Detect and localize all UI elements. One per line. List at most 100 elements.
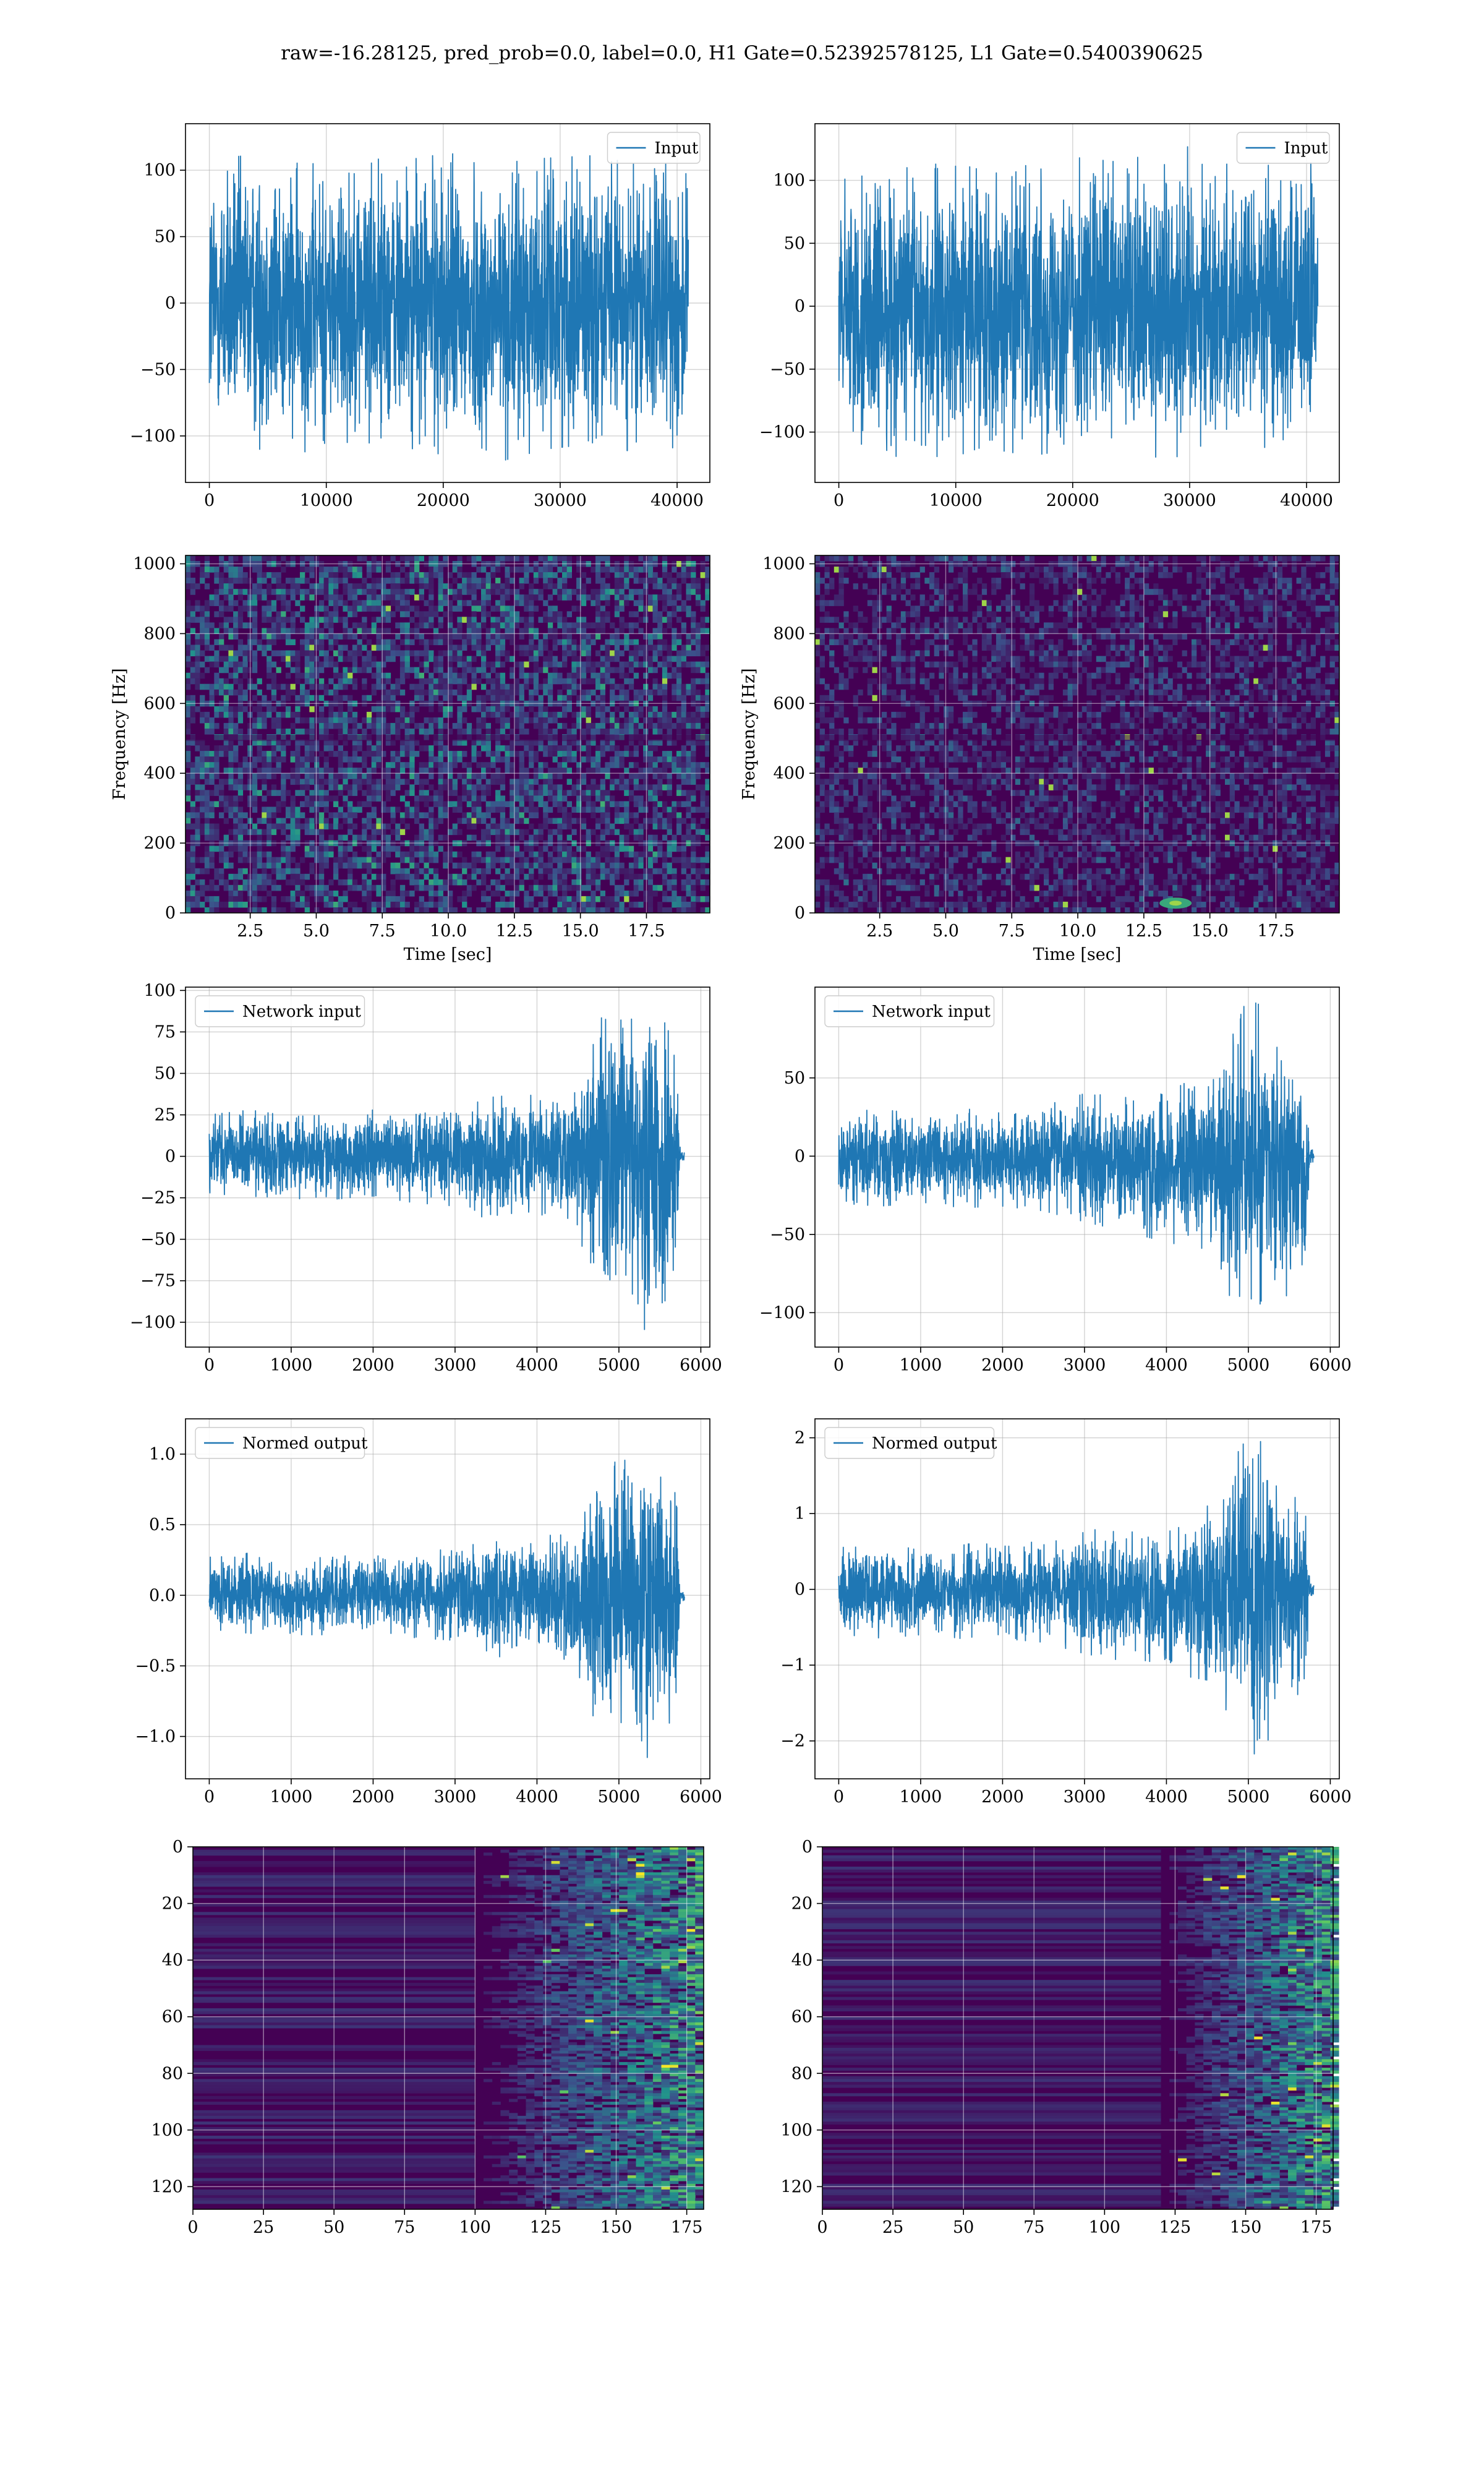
heatmap-cell xyxy=(662,567,668,573)
heatmap-cell xyxy=(419,884,424,891)
heatmap-cell xyxy=(295,840,301,847)
heatmap-cell xyxy=(448,801,453,807)
heatmap-cell xyxy=(533,672,539,679)
heatmap-cell xyxy=(385,578,391,584)
heatmap-cell xyxy=(624,801,629,807)
heatmap-cell xyxy=(300,857,305,863)
heatmap-cell xyxy=(228,768,234,774)
heatmap-cell xyxy=(991,567,997,573)
heatmap-cell xyxy=(566,706,572,713)
heatmap-cell xyxy=(219,879,224,886)
heatmap-cell xyxy=(586,857,591,863)
heatmap-cell xyxy=(657,644,663,651)
heatmap-cell xyxy=(705,689,710,696)
heatmap-cell xyxy=(929,578,935,584)
heatmap-cell xyxy=(500,555,506,562)
heatmap-cell xyxy=(643,683,649,690)
heatmap-cell xyxy=(495,656,501,662)
heatmap-cell xyxy=(304,672,310,679)
heatmap-cell xyxy=(252,840,258,847)
heatmap-cell xyxy=(576,884,582,891)
heatmap-cell xyxy=(247,594,253,601)
heatmap-cell xyxy=(466,589,472,595)
heatmap-cell xyxy=(533,862,539,869)
heatmap-cell xyxy=(500,840,506,847)
heatmap-cell xyxy=(662,907,668,914)
heatmap-cell xyxy=(343,756,348,763)
heatmap-cell xyxy=(219,606,224,612)
heatmap-cell xyxy=(643,633,649,640)
heatmap-cell xyxy=(362,834,367,841)
heatmap-cell xyxy=(466,762,472,768)
heatmap-cell xyxy=(385,722,391,729)
heatmap-cell xyxy=(366,656,372,662)
heatmap-cell xyxy=(376,628,382,634)
heatmap-cell xyxy=(190,589,195,595)
heatmap-cell xyxy=(495,683,501,690)
heatmap-cell xyxy=(429,851,434,858)
heatmap-cell xyxy=(1067,567,1073,573)
heatmap-cell xyxy=(399,656,406,662)
heatmap-cell xyxy=(533,751,539,757)
heatmap-cell xyxy=(352,907,358,914)
heatmap-cell xyxy=(448,829,453,836)
heatmap-cell xyxy=(252,606,258,612)
heatmap-cell xyxy=(276,756,281,763)
heatmap-cell xyxy=(657,756,663,763)
heatmap-cell xyxy=(652,857,658,863)
heatmap-cell xyxy=(223,617,229,623)
heatmap-cell xyxy=(547,784,553,790)
heatmap-cell xyxy=(1329,561,1335,567)
heatmap-cell xyxy=(619,812,625,818)
heatmap-cell xyxy=(471,818,477,824)
heatmap-cell xyxy=(686,644,691,651)
heatmap-cell xyxy=(600,622,605,628)
heatmap-cell xyxy=(647,751,654,757)
heatmap-cell xyxy=(314,667,320,674)
heatmap-cell xyxy=(314,784,320,790)
heatmap-cell xyxy=(357,862,362,869)
heatmap-cell xyxy=(562,868,568,875)
heatmap-cell xyxy=(228,561,234,567)
heatmap-cell xyxy=(271,907,277,914)
heatmap-cell xyxy=(533,890,539,897)
heatmap-cell xyxy=(490,829,496,836)
heatmap-cell xyxy=(362,633,367,640)
heatmap-cell xyxy=(404,711,410,718)
heatmap-cell xyxy=(424,617,429,623)
heatmap-cell xyxy=(343,795,348,802)
heatmap-cell xyxy=(257,589,262,595)
heatmap-cell xyxy=(252,611,258,617)
heatmap-cell xyxy=(429,812,434,818)
heatmap-cell xyxy=(571,857,577,863)
heatmap-cell xyxy=(448,845,453,852)
heatmap-cell xyxy=(547,555,553,562)
heatmap-cell xyxy=(886,572,892,578)
heatmap-cell xyxy=(500,606,506,612)
heatmap-cell xyxy=(610,862,615,869)
heatmap-cell xyxy=(328,851,334,858)
heatmap-cell xyxy=(471,857,477,863)
heatmap-cell xyxy=(462,790,467,796)
heatmap-cell xyxy=(657,611,663,617)
heatmap-cell xyxy=(186,572,191,578)
heatmap-cell xyxy=(681,656,686,662)
heatmap-cell xyxy=(466,622,472,628)
heatmap-cell xyxy=(309,790,315,796)
heatmap-cell xyxy=(262,695,267,701)
heatmap-cell xyxy=(295,834,301,841)
heatmap-cell xyxy=(443,896,448,902)
heatmap-cell xyxy=(366,907,372,914)
heatmap-cell xyxy=(505,611,510,617)
heatmap-cell xyxy=(543,812,548,818)
heatmap-cell xyxy=(190,812,195,818)
heatmap-cell xyxy=(290,650,296,657)
heatmap-cell xyxy=(348,762,353,768)
heatmap-cell xyxy=(252,901,258,908)
heatmap-cell xyxy=(462,633,467,640)
heatmap-cell xyxy=(314,611,320,617)
heatmap-cell xyxy=(343,667,348,674)
heatmap-cell xyxy=(667,829,672,836)
heatmap-cell xyxy=(519,801,524,807)
heatmap-cell xyxy=(476,879,482,886)
